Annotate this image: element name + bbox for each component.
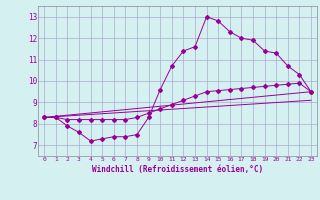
X-axis label: Windchill (Refroidissement éolien,°C): Windchill (Refroidissement éolien,°C) xyxy=(92,165,263,174)
